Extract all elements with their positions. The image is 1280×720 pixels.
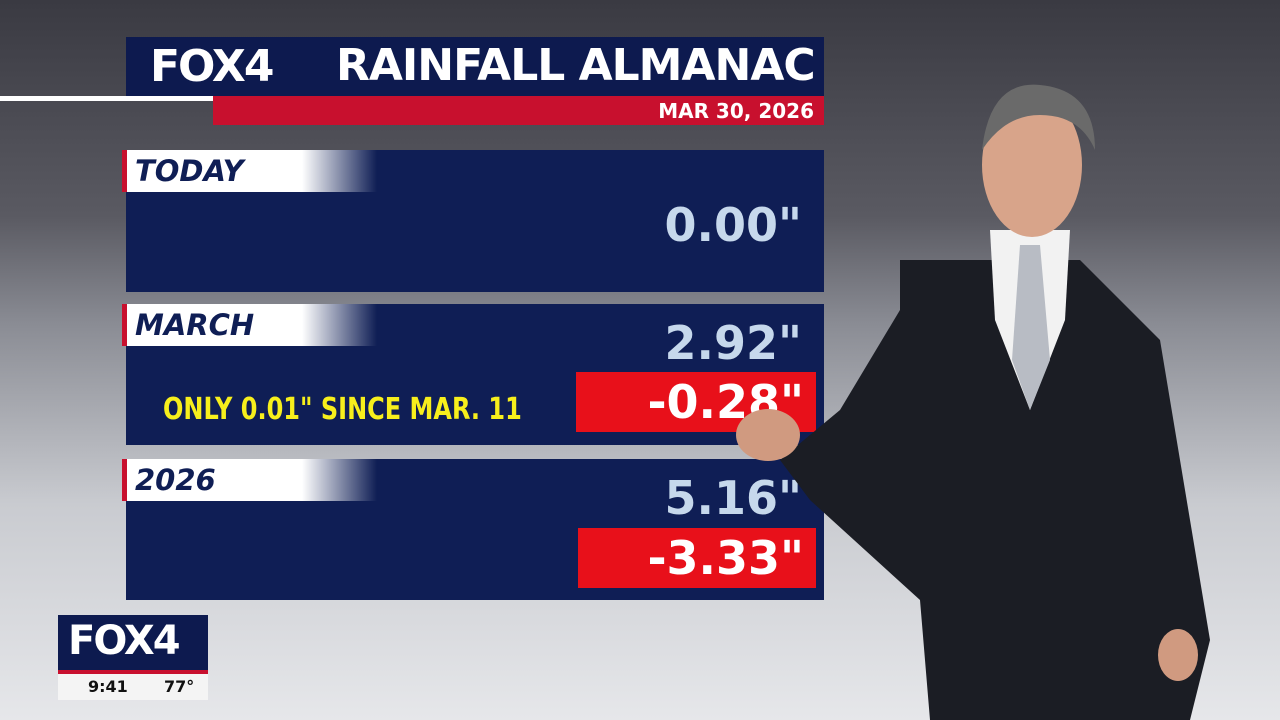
panel: TODAY 0.00" xyxy=(122,150,824,292)
panel: MARCH 2.92" -0.28" ONLY 0.01" SINCE MAR.… xyxy=(122,304,824,445)
panel: 2026 5.16" -3.33" xyxy=(122,459,824,600)
title: RAINFALL ALMANAC xyxy=(336,40,816,91)
total: 2.92" xyxy=(664,316,802,370)
date-bar: MAR 30, 2026 xyxy=(213,96,824,125)
accent-line xyxy=(0,96,213,101)
hair xyxy=(982,84,1095,150)
bug-logo: FOX4 xyxy=(68,618,181,664)
tab: TODAY xyxy=(122,150,377,192)
total: 5.16" xyxy=(664,471,802,525)
header: FOX4 xyxy=(126,37,824,96)
bug-stripe xyxy=(58,670,208,674)
presenter xyxy=(736,84,1210,720)
date: MAR 30, 2026 xyxy=(658,99,814,123)
bug-bottom: 9:41 77° xyxy=(58,674,208,700)
time: 9:41 xyxy=(88,677,128,696)
bug-top: FOX4 xyxy=(58,615,208,670)
hand xyxy=(736,409,800,461)
departure: -3.33" xyxy=(578,528,816,588)
departure: -0.28" xyxy=(576,372,816,432)
label: MARCH xyxy=(135,308,255,342)
logo: FOX4 xyxy=(150,41,274,92)
suit xyxy=(780,260,1210,720)
temperature: 77° xyxy=(164,677,195,696)
tab: MARCH xyxy=(122,304,377,346)
tab: 2026 xyxy=(122,459,377,501)
label: TODAY xyxy=(135,154,244,188)
total: 0.00" xyxy=(664,198,802,252)
station-bug: FOX4 9:41 77° xyxy=(58,615,208,700)
label: 2026 xyxy=(135,463,216,497)
hand xyxy=(1158,629,1198,681)
tie xyxy=(1012,245,1050,410)
face xyxy=(982,93,1082,237)
note: ONLY 0.01" SINCE MAR. 11 xyxy=(163,392,522,427)
